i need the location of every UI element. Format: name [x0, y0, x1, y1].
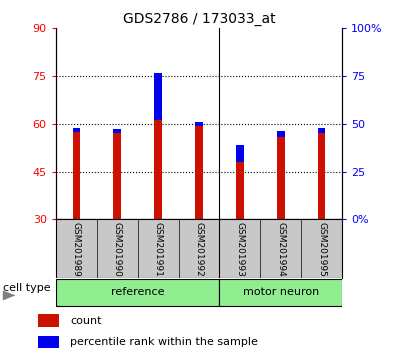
Bar: [38, 314, 59, 327]
Bar: [236, 144, 244, 162]
Text: GSM201989: GSM201989: [72, 222, 81, 277]
Polygon shape: [3, 291, 16, 301]
Text: GSM201994: GSM201994: [276, 222, 285, 277]
Bar: [72, 132, 80, 219]
Bar: [154, 73, 162, 219]
Bar: [113, 129, 121, 133]
Bar: [277, 131, 285, 137]
FancyBboxPatch shape: [56, 279, 219, 307]
Bar: [277, 137, 285, 219]
Bar: [113, 133, 121, 219]
Bar: [236, 162, 244, 219]
Text: percentile rank within the sample: percentile rank within the sample: [70, 337, 258, 347]
FancyBboxPatch shape: [219, 279, 342, 307]
Bar: [195, 122, 203, 126]
Bar: [154, 73, 162, 120]
Bar: [72, 128, 80, 132]
Bar: [318, 128, 326, 133]
Text: motor neuron: motor neuron: [243, 287, 319, 297]
Title: GDS2786 / 173033_at: GDS2786 / 173033_at: [123, 12, 275, 26]
Bar: [318, 133, 326, 219]
Text: reference: reference: [111, 287, 164, 297]
Text: GSM201993: GSM201993: [236, 222, 244, 277]
Bar: [38, 336, 59, 348]
Text: GSM201990: GSM201990: [113, 222, 122, 277]
Text: GSM201992: GSM201992: [195, 222, 203, 277]
Text: GSM201991: GSM201991: [154, 222, 162, 277]
Bar: [195, 122, 203, 219]
Text: count: count: [70, 316, 101, 326]
Text: cell type: cell type: [3, 284, 51, 293]
Text: GSM201995: GSM201995: [317, 222, 326, 277]
